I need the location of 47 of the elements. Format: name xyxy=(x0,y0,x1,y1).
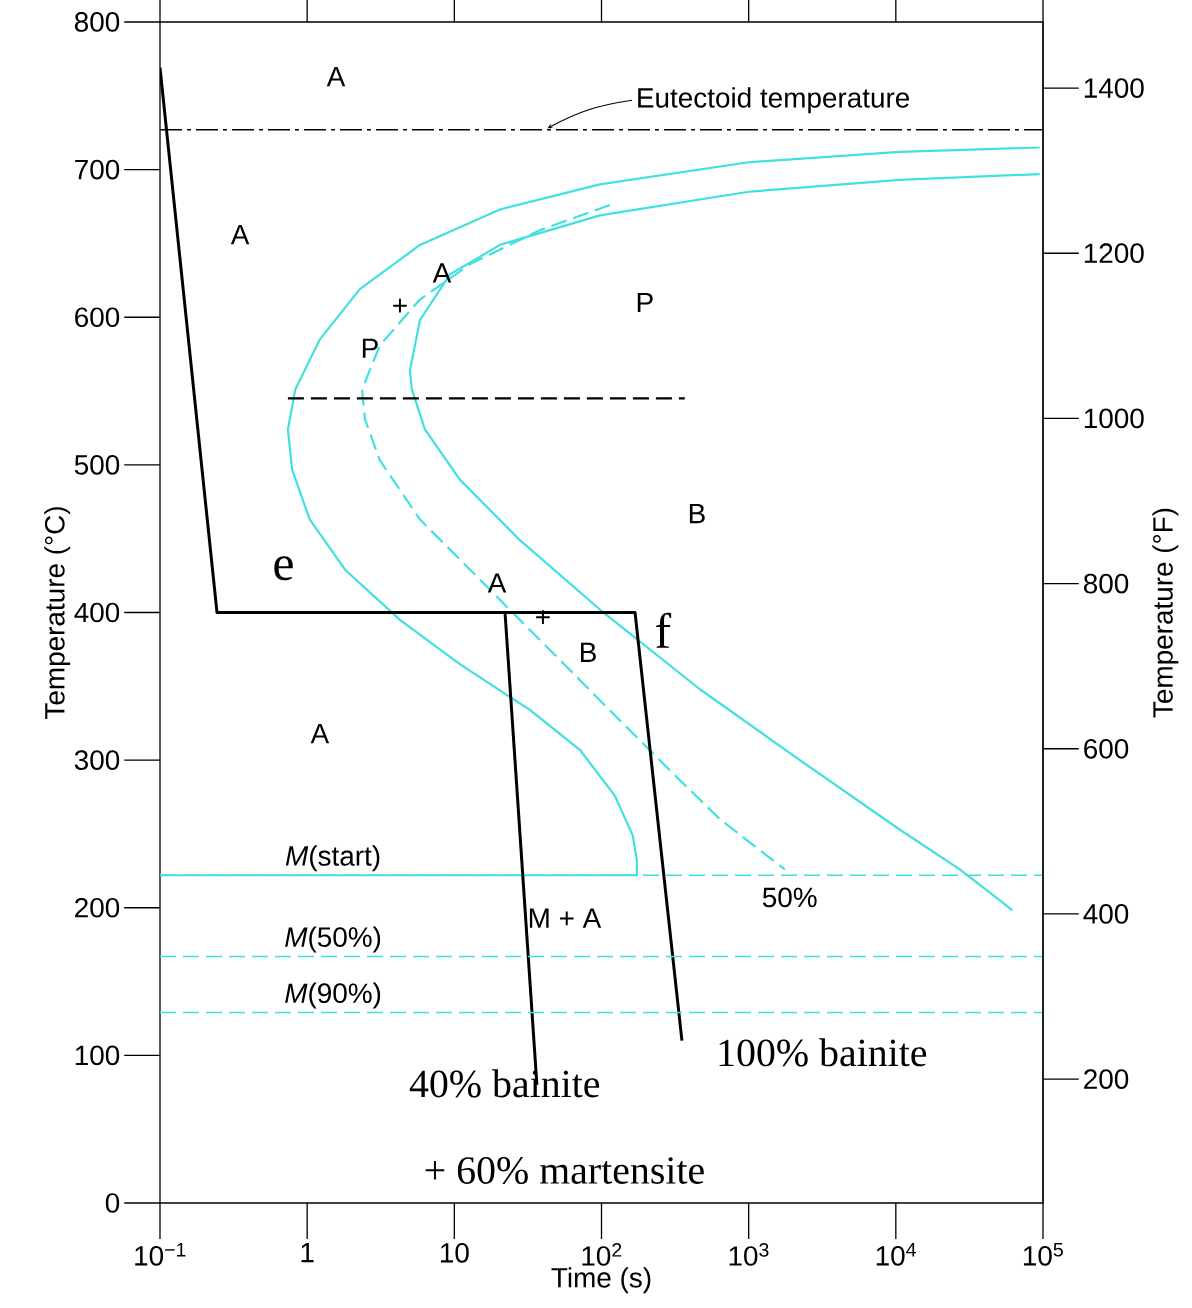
annotation: + 60% martensite xyxy=(425,1157,704,1185)
ref-line-label: M(50%) xyxy=(285,926,381,953)
x-tick-label: 10$^{5}$ xyxy=(1023,1242,1063,1266)
annotation: 50% xyxy=(762,887,817,908)
x-tick-label: 10$^{4}$ xyxy=(876,1242,916,1266)
annotation: e xyxy=(274,556,293,581)
annotation: f xyxy=(656,612,672,648)
x-tick-label: 10$^{2}$ xyxy=(582,1242,622,1266)
ref-line-label: M(start) xyxy=(285,845,380,872)
y-tick-label: 100 xyxy=(75,1045,120,1066)
annotation: P xyxy=(362,338,378,358)
y-tick-label: 600 xyxy=(75,307,120,328)
y-tick-label: 400 xyxy=(74,602,120,623)
y-tick-label: 500 xyxy=(74,455,120,475)
y2-tick-label: 200 xyxy=(1084,1069,1129,1089)
x-axis-title: Time (s) xyxy=(551,1267,651,1294)
annotation: B xyxy=(689,503,705,524)
annotation: B xyxy=(581,642,596,662)
y2-tick-label: 1400 xyxy=(1084,78,1144,98)
y2-tick-label: 600 xyxy=(1084,738,1129,759)
y2-tick-label: 400 xyxy=(1083,904,1129,924)
annotation: M + A xyxy=(529,908,602,928)
x-tick-label: 1 xyxy=(301,1242,314,1263)
x-tick-label: 10$^{3}$ xyxy=(729,1242,769,1266)
annotation: A xyxy=(326,67,346,87)
annotation: A xyxy=(432,263,452,283)
y-tick-label: 800 xyxy=(74,12,120,32)
x-tick-label: 10$^{−1}$ xyxy=(135,1242,186,1266)
y2-tick-label: 800 xyxy=(1083,573,1129,594)
y2-tick-label: 1200 xyxy=(1084,243,1144,264)
y-tick-label: 0 xyxy=(105,1193,120,1213)
y2-axis-title: Temperature (°F) xyxy=(1152,508,1179,718)
y-tick-label: 700 xyxy=(75,159,120,180)
x-tick-label: 10 xyxy=(440,1242,469,1263)
y-tick-label: 300 xyxy=(74,750,120,770)
annotation: A xyxy=(487,573,507,593)
annotation: 40% bainite xyxy=(409,1069,600,1098)
y2-tick-label: 1000 xyxy=(1084,408,1144,429)
legend-label: Eutectoid temperature xyxy=(638,87,910,114)
annotation: A xyxy=(310,723,330,744)
y-tick-label: 200 xyxy=(75,897,120,918)
annotation: P xyxy=(637,292,653,313)
annotation: A xyxy=(230,224,250,245)
y-axis-title: Temperature (°C) xyxy=(44,507,71,719)
annotation: 100% bainite xyxy=(719,1038,927,1067)
annotation: + xyxy=(393,298,407,313)
ref-line-label: M(90%) xyxy=(285,982,381,1009)
